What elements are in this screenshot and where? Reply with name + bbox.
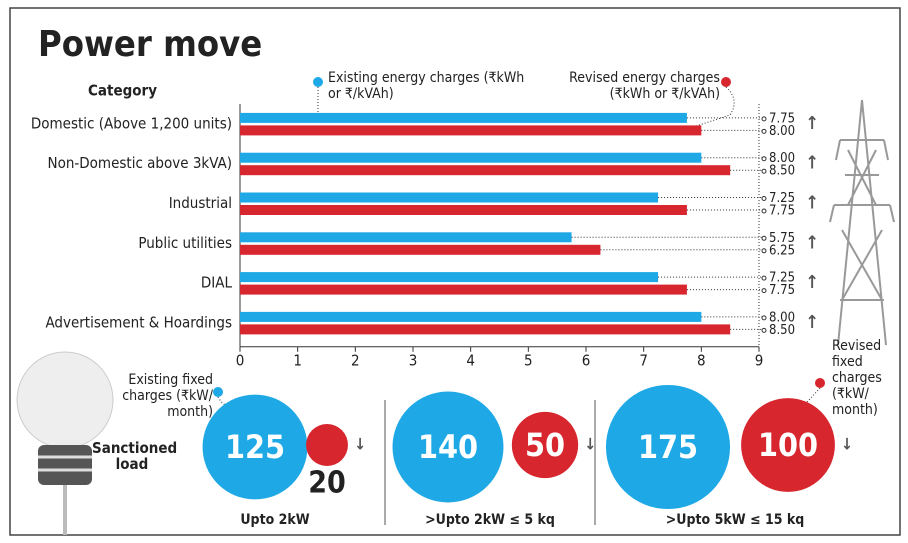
arrow: ↑ <box>805 193 819 214</box>
bar <box>240 272 659 283</box>
bubble <box>392 391 504 503</box>
value-label: 140 <box>418 428 478 466</box>
category-label: Domestic (Above 1,200 units) <box>31 114 232 132</box>
bar <box>240 152 702 163</box>
arrow: ↑ <box>805 232 819 253</box>
sanctioned-load: Sanctioned load <box>92 439 178 473</box>
x-tick-label: 5 <box>524 351 533 369</box>
arrow: ↑ <box>805 113 819 134</box>
label-dot <box>761 275 767 281</box>
legend-dot <box>815 378 825 388</box>
category-label: Non-Domestic above 3kVA) <box>48 154 232 172</box>
arrow: ↓ <box>584 435 596 454</box>
tower-icon <box>829 99 895 346</box>
bar <box>240 311 702 322</box>
value-label: 20 <box>308 465 346 500</box>
category-label: Advertisement & Hoardings <box>45 313 232 331</box>
label-dot <box>761 196 767 201</box>
x-tick-label: 7 <box>639 351 648 369</box>
frame <box>9 7 901 536</box>
x-tick-label: 1 <box>293 351 302 369</box>
group-label: Upto 2kW <box>240 512 309 528</box>
arrow: ↓ <box>841 435 853 454</box>
bar <box>240 244 601 255</box>
value-label: 7.75 <box>769 283 795 298</box>
value-label: 50 <box>525 426 565 464</box>
bar <box>240 324 731 335</box>
label-dot <box>761 248 767 254</box>
bubble <box>605 384 731 510</box>
bubble <box>202 394 308 500</box>
legend-dot <box>213 387 223 397</box>
value-label: 100 <box>758 426 818 464</box>
bar <box>240 284 687 295</box>
value-label: 8.00 <box>769 151 795 166</box>
bar <box>240 112 687 123</box>
value-label: 7.25 <box>769 271 795 286</box>
label-dot <box>761 288 767 294</box>
category-header: Category <box>88 82 157 100</box>
label-dot <box>761 208 767 214</box>
value-label: 7.75 <box>769 204 795 219</box>
label-dot <box>761 235 767 241</box>
value-label: 6.25 <box>769 243 795 258</box>
legend-existing: Existing energy charges (₹kWh or ₹/kVAh) <box>328 70 525 102</box>
chart-title: Power move <box>38 24 262 65</box>
value-label: 8.00 <box>769 310 795 325</box>
bar <box>240 205 687 215</box>
label-dot <box>761 128 767 134</box>
legend-dot <box>313 77 323 87</box>
category-label: Public utilities <box>138 234 232 252</box>
label-dot <box>761 156 767 162</box>
arrow: ↑ <box>805 272 819 293</box>
value-label: 7.25 <box>769 191 795 206</box>
group-label: >Upto 5kW ≤ 15 kq <box>666 512 805 528</box>
x-tick-label: 8 <box>697 351 706 369</box>
bubble <box>741 398 835 492</box>
value-label: 7.75 <box>769 111 795 126</box>
bubble <box>306 424 348 466</box>
value-label: 8.50 <box>769 164 795 179</box>
label-dot <box>761 327 767 333</box>
value-label: 5.75 <box>769 231 795 246</box>
label-dot <box>761 116 767 122</box>
label-dot <box>761 315 767 321</box>
x-tick-label: 6 <box>582 351 591 369</box>
x-tick-label: 0 <box>236 351 245 369</box>
bubble <box>511 411 579 479</box>
value-label: 8.50 <box>769 323 795 338</box>
value-label: 8.00 <box>769 124 795 139</box>
bar <box>240 232 572 243</box>
bar <box>240 125 702 136</box>
label-dot <box>761 168 767 174</box>
legend-dot <box>721 77 731 87</box>
legend-revised-fixed: Revised fixed charges (₹kW/ month) <box>832 338 882 418</box>
group-label: >Upto 2kW ≤ 5 kq <box>425 512 555 528</box>
bar <box>240 165 731 176</box>
legend-existing-fixed: Existing fixed charges (₹kW/ month) <box>122 372 213 420</box>
arrow: ↓ <box>354 435 366 454</box>
category-label: DIAL <box>201 274 233 292</box>
x-tick-label: 4 <box>466 351 475 369</box>
bulb-icon <box>16 351 114 535</box>
legend-revised: Revised energy charges (₹kWh or ₹/kVAh) <box>569 70 720 102</box>
category-label: Industrial <box>169 194 232 212</box>
bar <box>240 192 659 203</box>
arrow: ↑ <box>805 312 819 333</box>
value-label: 125 <box>225 428 285 466</box>
x-tick-label: 9 <box>755 351 764 369</box>
x-tick-label: 3 <box>409 351 418 369</box>
value-label: 175 <box>638 428 698 466</box>
x-tick-label: 2 <box>351 351 360 369</box>
arrow: ↑ <box>805 153 819 174</box>
